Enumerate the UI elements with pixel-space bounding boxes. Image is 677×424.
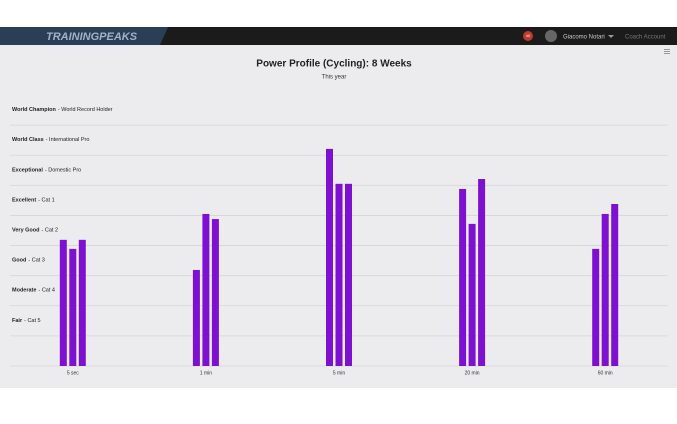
chart-menu[interactable] [664,49,670,54]
chart-subtitle: This year [322,75,347,81]
bar [459,188,467,366]
level-description: - Cat 4 [38,288,55,294]
avatar[interactable] [545,30,557,42]
level-name: World Champion [12,108,57,114]
bar [611,204,619,366]
bar [211,219,219,366]
bar [601,213,609,366]
level-name: Excellent [12,198,36,204]
level-name: Moderate [12,288,36,294]
x-tick-label: 5 sec [67,370,79,376]
bar [335,183,343,366]
account-type[interactable]: Coach Account [625,35,666,41]
level-name: Exceptional [12,168,43,174]
level-label: Exceptional - Domestic Pro [12,168,81,174]
logo-bg [0,27,168,45]
notification-count: 40 [526,33,531,38]
level-description: - World Record Holder [58,108,113,114]
level-description: - Cat 2 [42,228,59,234]
x-tick-label: 60 min [598,370,613,376]
x-tick-label: 20 min [465,370,480,376]
x-tick-label: 1 min [200,370,212,376]
level-description: - Cat 3 [28,258,45,264]
bar [59,239,67,366]
navbar [0,27,677,45]
bar [202,213,210,366]
level-label: Excellent - Cat 1 [12,198,55,204]
level-name: World Class [12,138,44,144]
bar [192,269,200,366]
user-menu-caret[interactable] [608,35,614,38]
bar [592,248,600,366]
chart-title: Power Profile (Cycling): 8 Weeks [256,59,412,70]
user-name[interactable]: Giacomo Notari [563,35,605,41]
bar [326,148,333,366]
level-description: - International Pro [46,138,90,144]
level-description: - Domestic Pro [45,168,81,174]
level-description: - Cat 1 [38,198,55,204]
level-name: Good [12,258,26,264]
x-tick-label: 5 min [333,370,345,376]
level-description: - Cat 5 [24,318,41,324]
notification-badge[interactable] [523,31,533,41]
bar [78,239,86,366]
level-label: Very Good - Cat 2 [12,228,58,234]
level-label: Good - Cat 3 [12,258,45,264]
level-name: Fair [12,318,23,324]
bar [345,183,352,366]
level-label: World Champion - World Record Holder [12,108,113,114]
bar [478,179,486,366]
logo[interactable]: TRAININGPEAKS [46,31,138,43]
bar [468,223,476,366]
level-name: Very Good [12,228,40,234]
level-label: Moderate - Cat 4 [12,288,55,294]
bar [69,248,77,366]
level-label: Fair - Cat 5 [12,318,41,324]
level-label: World Class - International Pro [12,138,89,144]
